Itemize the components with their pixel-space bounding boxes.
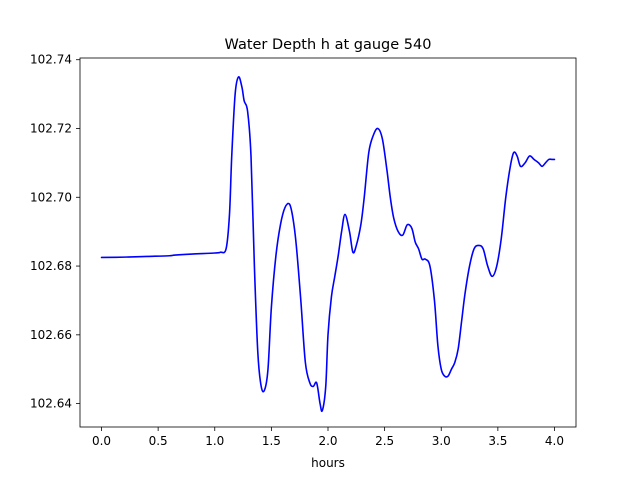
- x-tick-label: 3.0: [432, 434, 451, 448]
- y-tick-label: 102.64: [30, 397, 72, 411]
- x-tick-label: 3.5: [488, 434, 507, 448]
- plot-area: [100, 76, 556, 413]
- x-axis-title: hours: [311, 456, 345, 470]
- x-tick-label: 1.0: [205, 434, 224, 448]
- x-axis: 0.0 0.5 1.0 1.5 2.0 2.5 3.0 3.5 4.0: [92, 427, 564, 448]
- x-tick-label: 1.5: [262, 434, 281, 448]
- series-line: [100, 76, 556, 413]
- y-tick-label: 102.68: [30, 259, 72, 273]
- y-tick-label: 102.72: [30, 121, 72, 135]
- x-tick-label: 2.5: [375, 434, 394, 448]
- x-tick-label: 0.5: [149, 434, 168, 448]
- y-axis: 102.64 102.66 102.68 102.70 102.72 102.74: [30, 53, 80, 411]
- x-tick-label: 2.0: [318, 434, 337, 448]
- chart-title: Water Depth h at gauge 540: [225, 37, 432, 53]
- x-tick-label: 0.0: [92, 434, 111, 448]
- y-tick-label: 102.66: [30, 328, 72, 342]
- y-tick-label: 102.74: [30, 53, 72, 67]
- y-tick-label: 102.70: [30, 190, 72, 204]
- x-tick-label: 4.0: [545, 434, 564, 448]
